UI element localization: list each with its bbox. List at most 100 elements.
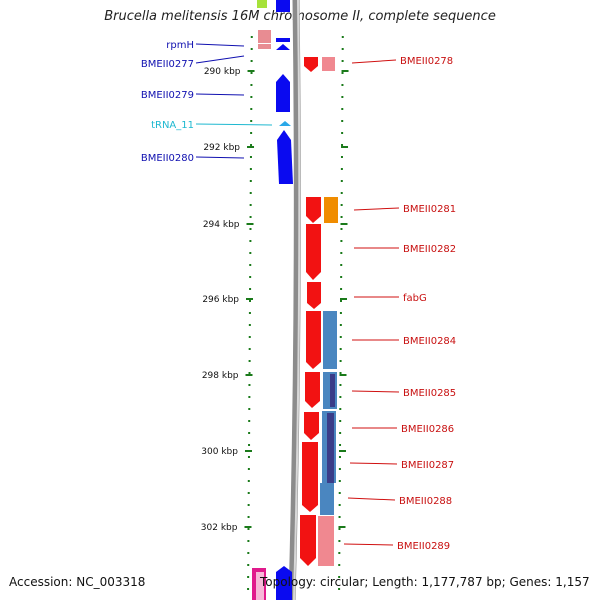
bottom-pink-feature (256, 572, 264, 600)
ruler-dot (247, 480, 250, 482)
ruler-dot (250, 108, 253, 110)
ruler-dot (247, 468, 250, 470)
ruler-dot (250, 60, 253, 62)
label-connector (195, 123, 273, 126)
ruler-dot (338, 528, 341, 530)
tick-mark-right (338, 450, 346, 452)
ruler-ticks: 290 kbp 292 kbp 294 kbp 296 kbp 298 kbp 300 k… (201, 67, 349, 533)
ruler-dot (248, 360, 251, 362)
ruler-dot (340, 204, 343, 206)
ruler-dot (339, 420, 342, 422)
tick-label: 300 kbp (201, 447, 238, 457)
ruler-dot (248, 420, 251, 422)
ruler-dot (338, 492, 341, 494)
gene-label: BMEII0281 (403, 204, 456, 215)
ruler-dot (249, 156, 252, 158)
ruler-dot (249, 192, 252, 194)
ruler-dot (250, 96, 253, 98)
gene-label: BMEII0288 (399, 496, 452, 507)
BMEII0284-steel (323, 311, 337, 369)
ruler-dot (340, 264, 343, 266)
label-connector (347, 497, 396, 501)
ruler-dot (338, 576, 341, 578)
ruler-dot (247, 516, 250, 518)
BMEII0281-arrow (306, 197, 321, 223)
BMEII0282-arrow (306, 224, 321, 280)
ruler-dot (247, 540, 250, 542)
ruler-dot (248, 348, 251, 350)
ruler-dot (247, 564, 250, 566)
BMEII0287-navy (327, 413, 334, 483)
label-connector (353, 207, 400, 211)
ruler-dot (340, 180, 343, 182)
tick-label: 298 kbp (202, 371, 239, 381)
BMEII0279-arrow (276, 74, 290, 112)
gene-label: rpmH (166, 40, 194, 51)
BMEII0286-arrow (304, 412, 319, 440)
label-connector (349, 462, 398, 465)
chromosome-backbone-shade (293, 0, 301, 600)
ruler-dot (249, 228, 252, 230)
ruler-dot (247, 492, 250, 494)
ruler-dot (341, 120, 344, 122)
tick-mark-left (246, 223, 254, 225)
ruler-dot (250, 36, 253, 38)
gene-label: fabG (403, 293, 427, 304)
BMEII0278-arrow (304, 57, 318, 72)
accession-text: Accession: NC_003318 (9, 575, 146, 589)
ruler-dot (338, 456, 341, 458)
top-blue-feature (276, 0, 290, 12)
ruler-dot (339, 372, 342, 374)
tick-mark-left (245, 374, 253, 376)
gene-label: tRNA_11 (151, 120, 194, 131)
tick-label: 302 kbp (201, 523, 238, 533)
gene-label: BMEII0284 (403, 336, 456, 347)
fabG-arrow (307, 282, 321, 309)
tick-mark-right (339, 374, 347, 376)
ruler-dot (248, 324, 251, 326)
ruler-dot (249, 168, 252, 170)
gene-label: BMEII0279 (141, 90, 194, 101)
tick-mark-right (341, 146, 349, 148)
tick-label: 296 kbp (202, 295, 239, 305)
BMEII0278-pink (322, 57, 335, 71)
rpmH-feature (258, 30, 271, 43)
ruler-dot (338, 516, 341, 518)
ruler-dot (247, 576, 250, 578)
ruler-dot (340, 216, 343, 218)
ruler-dot (341, 72, 344, 74)
ruler-dot (338, 564, 341, 566)
gene-label: BMEII0277 (141, 59, 194, 70)
tRNA-arrow (279, 121, 291, 126)
ruler-dot (339, 432, 342, 434)
rpmH-arrow (276, 44, 290, 50)
gene-label: BMEII0280 (141, 153, 194, 164)
ruler-dots (247, 36, 344, 590)
tick-label: 294 kbp (203, 220, 240, 230)
ruler-dot (249, 240, 252, 242)
ruler-dot (250, 120, 253, 122)
ruler-dot (250, 84, 253, 86)
ruler-dot (249, 276, 252, 278)
BMEII0288-steel (320, 483, 334, 515)
ruler-dot (339, 444, 342, 446)
ruler-dot (248, 396, 251, 398)
tick-mark-left (246, 298, 254, 300)
ruler-dot (247, 456, 250, 458)
ruler-dot (340, 228, 343, 230)
ruler-dot (249, 300, 251, 302)
tick-mark-left (247, 146, 255, 148)
ruler-dot (249, 264, 252, 266)
ruler-dot (250, 48, 253, 50)
ruler-dot (250, 132, 253, 134)
label-connector (343, 543, 394, 546)
ruler-dot (248, 384, 251, 386)
ruler-dot (341, 48, 344, 50)
BMEII0277-feature (258, 44, 271, 49)
ruler-dot (340, 252, 343, 254)
ruler-dot (340, 192, 343, 194)
ruler-dot (248, 408, 251, 410)
ruler-dot (248, 372, 251, 374)
ruler-dot (249, 216, 252, 218)
